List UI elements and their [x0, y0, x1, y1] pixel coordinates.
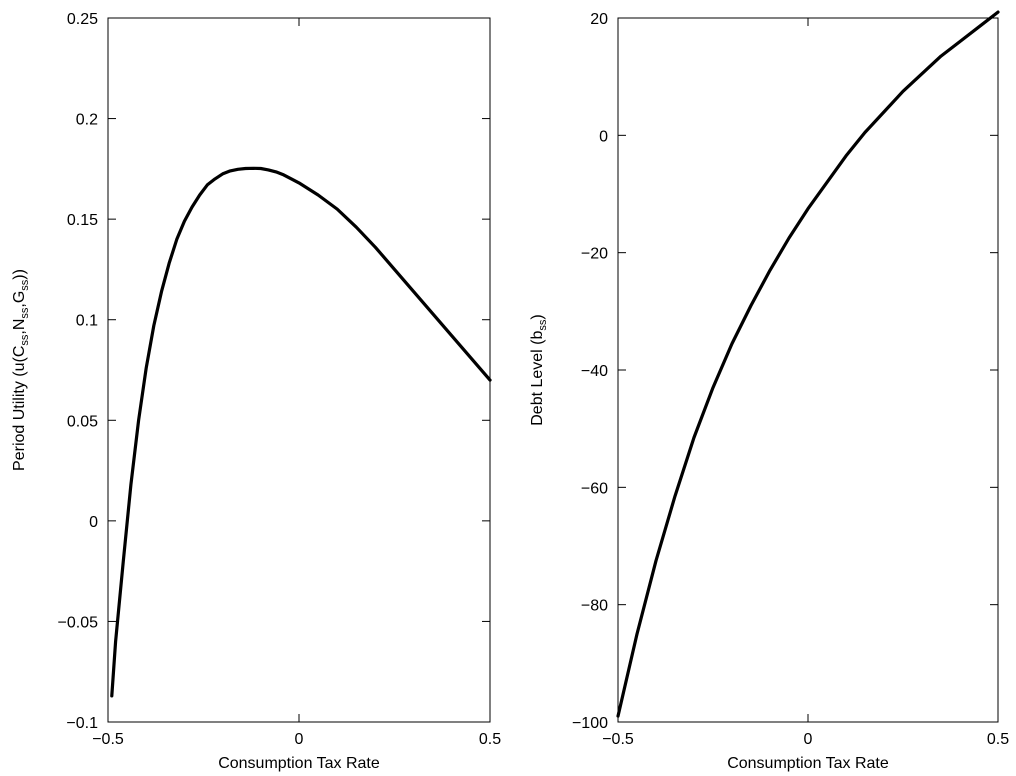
- y-tick-label: 0: [599, 128, 608, 145]
- y-axis-label-part: Period Utility (u(C: [11, 346, 28, 471]
- y-axis-label: Debt Level (bss): [529, 314, 549, 426]
- y-tick-label: 0: [89, 514, 98, 531]
- x-axis-label: Consumption Tax Rate: [218, 755, 380, 772]
- y-axis-label: Period Utility (u(Css,Nss,Gss)): [11, 269, 31, 471]
- y-tick-label: −40: [581, 363, 608, 380]
- y-tick-label: −60: [581, 480, 608, 497]
- y-axis-label-part: ,G: [11, 291, 28, 308]
- y-tick-label: −20: [581, 246, 608, 263]
- x-tick-label: 0.5: [479, 731, 501, 748]
- plot-frame: [107, 17, 491, 723]
- y-axis-label-part: ): [529, 314, 546, 319]
- plot-frame: [617, 17, 999, 723]
- y-tick-label: 0.15: [67, 212, 98, 229]
- x-tick-label: −0.5: [602, 731, 634, 748]
- y-tick-label: −80: [581, 598, 608, 615]
- y-axis-label-part: ,N: [11, 319, 28, 335]
- y-tick-label: 20: [590, 11, 608, 28]
- y-axis-label-part: ss: [537, 319, 549, 331]
- y-tick-label: 0.05: [67, 413, 98, 430]
- y-axis-label-part: )): [11, 269, 28, 280]
- y-axis-label-part: Debt Level (b: [529, 330, 546, 425]
- x-tick-label: 0: [804, 731, 813, 748]
- y-axis-label-part: ss: [19, 279, 31, 291]
- series-line: [616, 10, 1000, 718]
- y-axis-label-part: ss: [19, 307, 31, 319]
- y-tick-label: −0.05: [58, 614, 99, 631]
- x-tick-label: −0.5: [92, 731, 124, 748]
- y-tick-label: 0.1: [76, 313, 98, 330]
- x-axis-label: Consumption Tax Rate: [727, 755, 889, 772]
- x-tick-label: 0: [295, 731, 304, 748]
- y-tick-label: −0.1: [66, 715, 98, 732]
- x-tick-label: 0.5: [987, 731, 1009, 748]
- y-tick-label: 0.25: [67, 11, 98, 28]
- y-tick-label: −100: [572, 715, 608, 732]
- series-line: [110, 166, 492, 698]
- right-panel: −100 −80 −60 −40 −20 0 20 −0.5 0 0.5 Consumption T…: [529, 10, 1009, 772]
- left-panel: −0.1 −0.05 0 0.05 0.1 0.15 0.2 0.25 −0.5 0 0.5 Cons…: [11, 11, 501, 772]
- y-tick-label: 0.2: [76, 112, 98, 129]
- y-axis-label-part: ss: [19, 334, 31, 346]
